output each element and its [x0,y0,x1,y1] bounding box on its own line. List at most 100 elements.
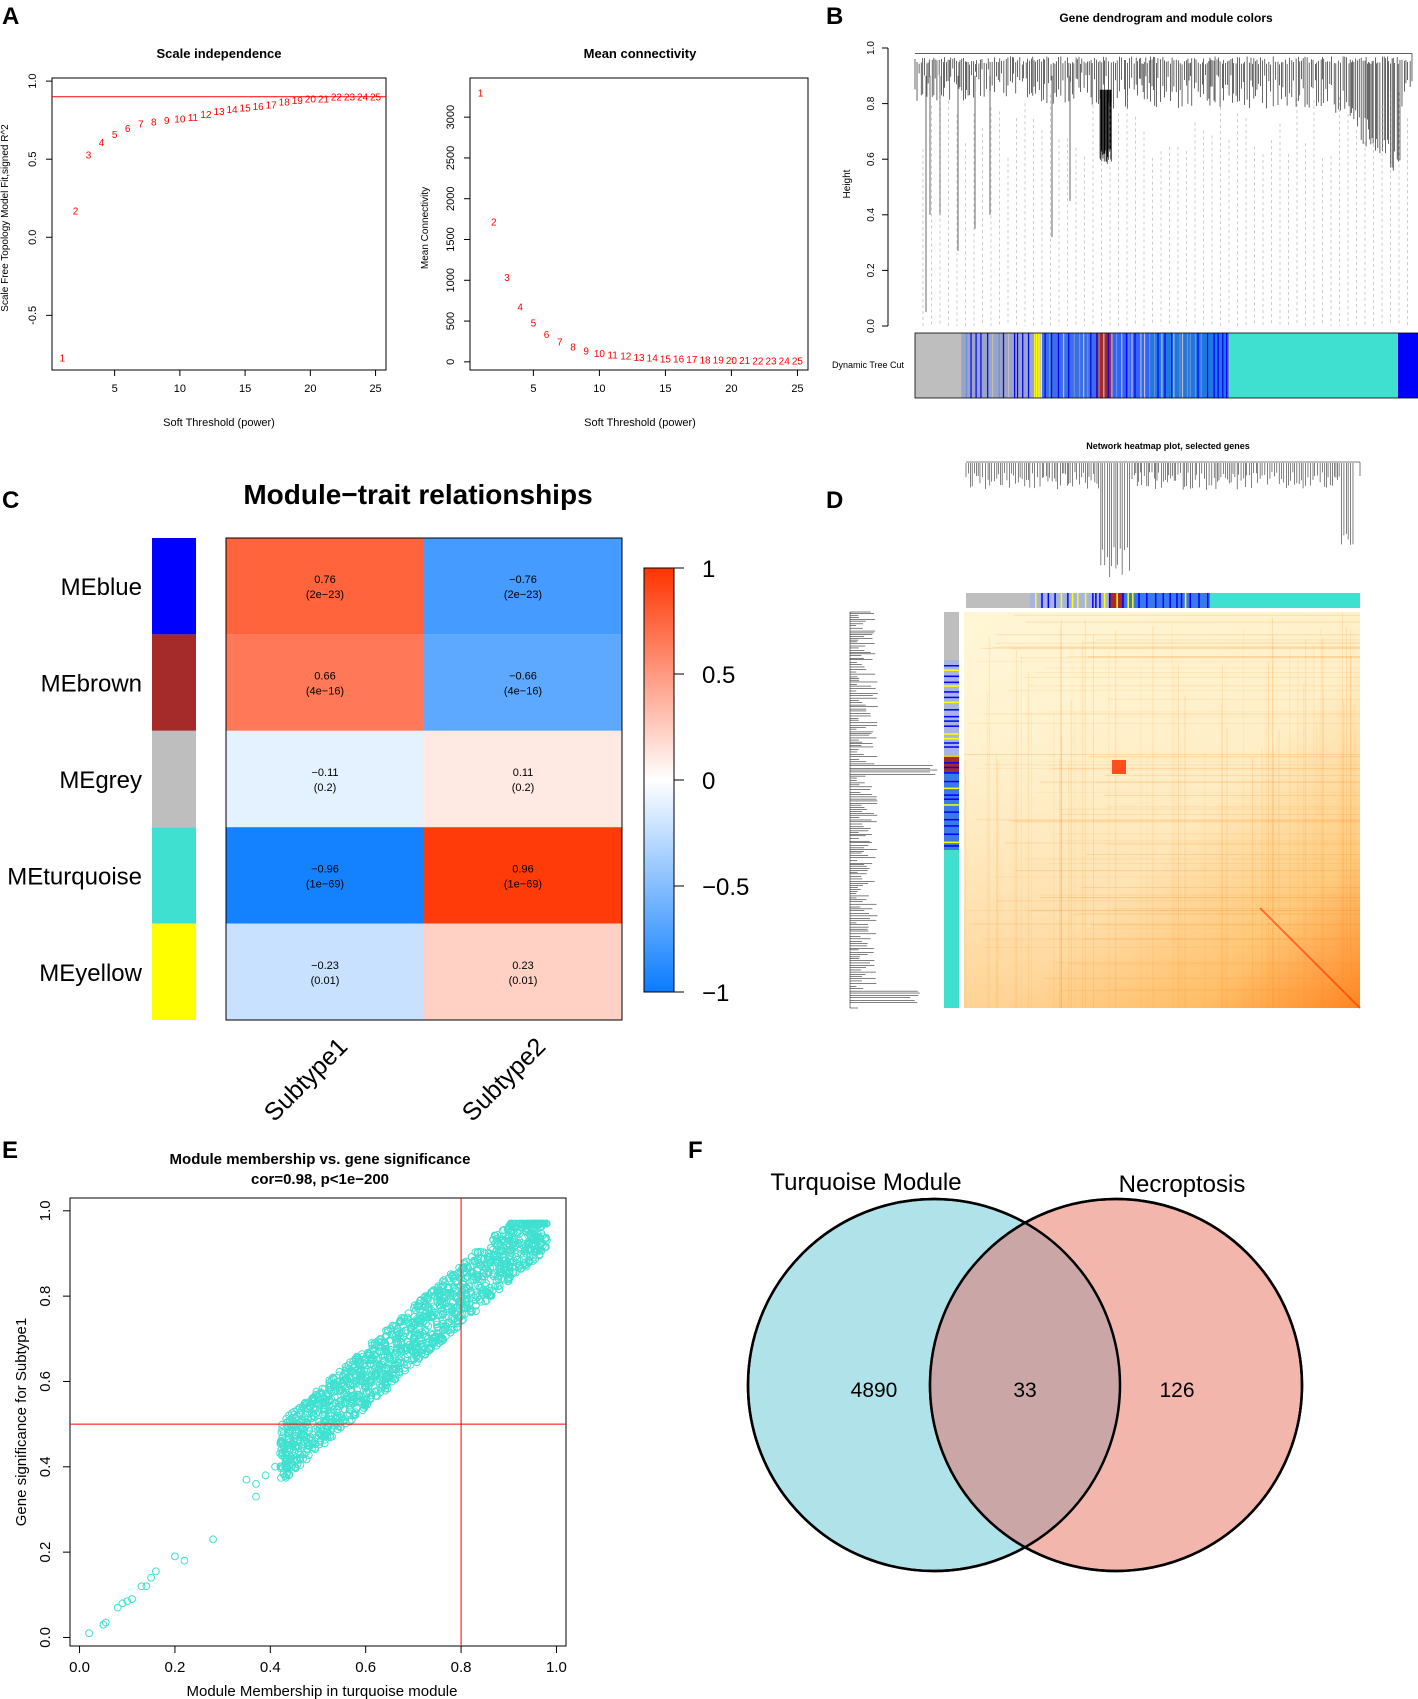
gene-point [495,1246,503,1255]
gene-point [324,1392,333,1401]
a2-point-label: 8 [570,342,576,353]
gene-point [513,1222,521,1230]
a1-point-label: 8 [151,118,157,129]
gene-point [363,1351,372,1360]
gene-point [438,1334,447,1343]
module-row-label: MEbrown [41,671,142,698]
gene-point [85,1629,93,1638]
gene-point [369,1355,378,1363]
mean-connectivity-title: Mean connectivity [584,46,697,61]
a1-xtick-label: 25 [369,383,381,395]
a2-point-label: 13 [633,353,645,364]
gene-point [437,1306,446,1315]
network-left-color-stripe [944,772,959,774]
gene-point [461,1296,470,1305]
a2-point-label: 18 [699,355,711,366]
module-color-stripe [987,333,989,398]
module-trait-cell [226,827,424,924]
a2-point-label: 10 [594,349,606,360]
module-color-stripe [1157,333,1159,398]
gene-point [500,1235,508,1244]
gene-point [335,1367,344,1376]
gene-point [303,1445,312,1454]
gene-point [337,1400,345,1409]
mm-vs-gs-plot-box [69,1197,567,1647]
module-color-segment [1112,333,1150,398]
module-trait-title: Module−trait relationships [243,479,592,510]
gene-point [367,1339,376,1347]
gene-point [118,1599,127,1608]
gene-point [429,1302,438,1311]
network-left-color-stripe [944,746,959,748]
gene-point [521,1227,530,1235]
gene-point [490,1251,498,1260]
gene-point [521,1246,530,1255]
gene-point [524,1246,533,1255]
module-color-stripe [1013,333,1016,398]
network-top-color-stripe [1176,593,1178,608]
module-trait-correlation: 0.96 [512,863,533,875]
module-color-segment [1398,333,1418,398]
network-top-color-stripe [1127,593,1129,608]
network-top-color-stripe [1146,593,1148,608]
network-top-color-stripe [1180,593,1183,608]
gene-point [300,1426,309,1435]
gene-point [328,1432,337,1441]
a1-point-label: 14 [226,105,238,116]
module-color-stripe [1125,333,1128,398]
module-color-stripe [1044,333,1046,398]
network-left-color-stripe [944,675,959,678]
network-top-color-stripe [1054,593,1056,608]
gene-point [454,1283,463,1291]
gene-point [397,1357,406,1365]
gene-point [489,1270,497,1279]
gene-point [332,1414,341,1423]
module-trait-pvalue: (2e−23) [504,589,542,601]
network-heatmap-panel: Network heatmap plot, selected genes [849,441,1361,1009]
b-ytick-label: 1.0 [866,41,877,55]
b-ytick-label: 0.6 [866,152,877,166]
network-left-color-segment [944,612,959,660]
network-top-color-segment [966,593,1030,608]
network-left-color-stripe [944,766,959,769]
gene-point [294,1448,303,1457]
module-color-stripe [1206,333,1209,398]
gene-point [514,1240,523,1248]
module-color-stripe [1007,333,1010,398]
gene-point [287,1409,296,1417]
e-xtick-label: 0.0 [69,1659,90,1676]
network-top-color-stripe [1162,593,1165,608]
network-tom-heatmap [964,612,1360,1008]
gene-point [368,1344,377,1353]
gene-point [297,1406,306,1415]
scale-independence-ylabel: Scale Free Topology Model Fit,signed R^2 [0,124,11,312]
gene-point [318,1432,327,1441]
gene-point [372,1372,381,1380]
gene-point [474,1254,483,1263]
gene-point [486,1258,495,1267]
network-top-color-stripe [1077,593,1079,608]
network-top-color-stripe [1035,593,1037,608]
gene-point [421,1301,430,1309]
mm-vs-gs-xlabel: Module Membership in turquoise module [187,1683,458,1699]
gene-point [351,1354,360,1363]
module-trait-cell [424,634,622,731]
gene-point [459,1264,468,1273]
a2-ytick-label: 3000 [445,105,457,129]
a2-point-label: 24 [779,357,791,368]
module-color-stripe [1057,333,1060,398]
gene-point [286,1427,295,1435]
gene-point [469,1275,478,1283]
b-ytick-label: 0.2 [866,263,877,277]
network-top-color-segment [1210,593,1360,608]
network-left-color-stripe [944,755,959,757]
mean-connectivity-ylabel: Mean Connectivity [420,187,431,269]
gene-point [486,1292,495,1300]
a2-ytick-label: 1000 [445,268,457,292]
network-top-color-stripe [1047,593,1050,608]
gene-point [438,1326,447,1335]
module-color-stripe [1087,333,1089,398]
gene-point [393,1348,402,1357]
module-color-stripe [1090,333,1092,398]
gene-point [345,1373,354,1382]
